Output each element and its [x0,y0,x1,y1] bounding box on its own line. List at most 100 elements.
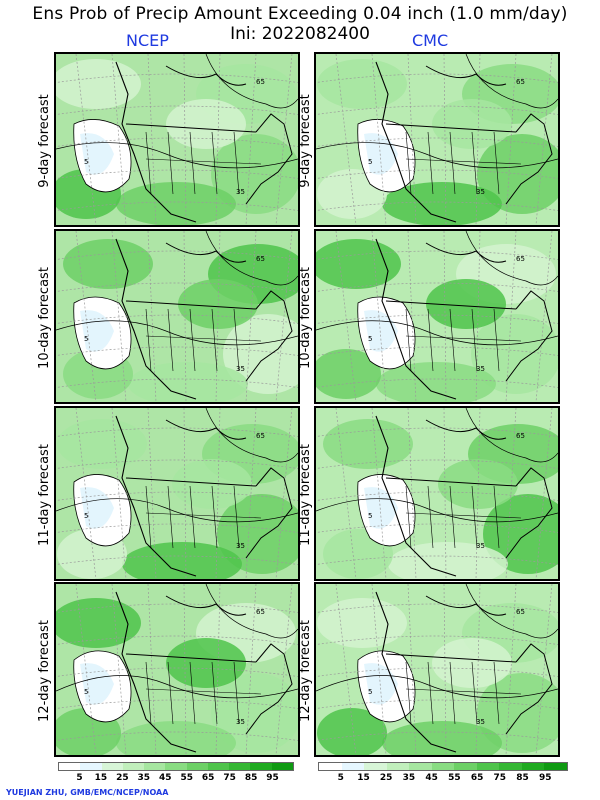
colorbar-swatch [144,763,166,770]
colorbar-ncep [58,762,294,771]
precip-probability-area [166,638,246,688]
map-panel-cmc-11day: 5 35 65 [314,406,560,581]
contour-value-label: 5 [84,158,88,166]
contour-value-label: 35 [236,718,245,726]
colorbar-swatch [207,763,230,770]
precip-probability-area [317,59,407,109]
contour-value-label: 65 [516,432,525,440]
colorbar-swatch [341,763,365,770]
contour-value-label: 35 [236,365,245,373]
map-panel-ncep-9day: 5 35 65 [54,52,300,227]
colorbar-labels-cmc: 5 15 25 35 45 55 65 75 85 95 [318,772,568,784]
precip-probability-area [116,721,236,755]
contour-value-label: 35 [236,542,245,550]
colorbar-swatch [165,763,187,770]
precip-probability-area [323,419,413,469]
contour-value-label: 5 [84,688,88,696]
colorbar-tick-label: 5 [337,773,344,783]
colorbar-swatch [364,763,387,770]
contour-value-label: 5 [368,335,372,343]
colorbar-tick-label: 75 [223,773,236,783]
colorbar-tick-label: 55 [448,773,461,783]
contour-value-label: 65 [516,255,525,263]
map-panel-cmc-9day: 5 35 65 [314,52,560,227]
precip-probability-area [316,349,381,399]
precip-probability-area [217,494,298,574]
contour-value-label: 5 [368,158,372,166]
contour-value-label: 65 [256,432,265,440]
contour-value-label: 5 [368,688,372,696]
colorbar-tick-label: 35 [137,773,151,783]
precip-probability-area [56,598,141,648]
precip-probability-area [223,314,298,394]
colorbar-swatch [319,763,342,770]
precip-probability-area [172,459,252,509]
precip-probability-area [317,708,387,755]
colorbar-tick-label: 95 [539,773,552,783]
colorbar-cmc [318,762,568,771]
colorbar-swatch [101,763,123,770]
contour-value-label: 35 [476,365,485,373]
colorbar-swatch [386,763,410,770]
precip-probability-area [166,99,246,149]
precip-probability-area [211,134,298,214]
precip-probability-area [63,239,153,289]
colorbar-tick-label: 45 [425,773,438,783]
contour-value-label: 5 [84,512,88,520]
precip-probability-area [483,494,558,574]
row-label-11day-left: 11-day forecast [37,444,52,546]
map-panel-cmc-12day: 5 35 65 [314,582,560,757]
contour-value-label: 5 [368,512,372,520]
colorbar-tick-label: 65 [201,773,215,783]
contour-value-label: 5 [84,335,88,343]
precip-probability-area [316,239,401,289]
model-label-ncep: NCEP [126,31,169,50]
contour-value-label: 65 [256,608,265,616]
row-label-10day-left: 10-day forecast [37,267,52,369]
colorbar-tick-label: 45 [159,773,172,783]
colorbar-swatch [499,763,522,770]
precip-probability-area [388,542,508,579]
colorbar-swatch [409,763,432,770]
figure-title: Ens Prob of Precip Amount Exceeding 0.04… [32,4,568,24]
init-time-label: Ini: 2022082400 [230,24,370,44]
colorbar-tick-label: 75 [493,773,507,783]
precip-probability-area [432,99,512,149]
contour-value-label: 35 [476,718,485,726]
colorbar-tick-label: 5 [76,773,83,783]
colorbar-tick-label: 55 [180,773,193,783]
colorbar-tick-label: 15 [357,773,370,783]
precip-probability-area [376,362,496,402]
colorbar-tick-label: 85 [516,773,529,783]
map-panel-ncep-11day: 5 35 65 [54,406,300,581]
precip-probability-area [122,542,242,579]
colorbar-swatch [271,763,293,770]
contour-value-label: 35 [236,188,245,196]
colorbar-swatch [521,763,545,770]
colorbar-tick-label: 35 [402,773,416,783]
contour-value-label: 65 [256,78,265,86]
precip-probability-area [317,598,407,648]
colorbar-swatch [250,763,272,770]
precip-probability-area [116,182,236,225]
precip-probability-area [128,362,248,402]
colorbar-swatch [431,763,455,770]
precip-probability-area [471,314,558,394]
contour-value-label: 65 [256,255,265,263]
colorbar-tick-label: 85 [244,773,258,783]
map-panel-ncep-10day: 5 35 65 [54,229,300,404]
precip-probability-area [57,419,147,469]
colorbar-swatch [544,763,568,770]
colorbar-labels-ncep: 5 15 25 35 45 55 65 75 85 95 [58,772,294,784]
contour-value-label: 35 [476,542,485,550]
model-label-cmc: CMC [412,31,449,50]
row-label-9day-left: 9-day forecast [37,94,52,188]
colorbar-swatch [80,763,102,770]
colorbar-tick-label: 25 [379,773,393,783]
colorbar-swatch [122,763,145,770]
colorbar-swatch [454,763,477,770]
colorbar-tick-label: 95 [266,773,279,783]
precip-probability-area [382,182,502,225]
precip-probability-area [382,721,502,755]
colorbar-tick-label: 25 [116,773,129,783]
